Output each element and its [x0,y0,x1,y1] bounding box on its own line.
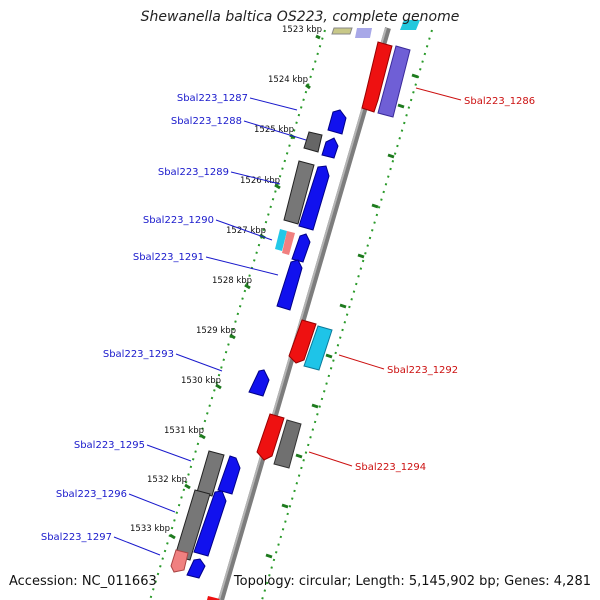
gene-sbal223-1291-feature [291,233,311,263]
scale-label: 1524 kbp [268,75,308,85]
gene-sbal223-1288-feature [303,131,323,153]
gene-label-sbal223-1287[interactable]: Sbal223_1287 [177,93,248,104]
gene-sbal223-1296b-feature [193,490,227,557]
gene-feature-top [355,28,372,38]
gene-label-sbal223-1292[interactable]: Sbal223_1292 [387,365,458,376]
gene-sbal223-1294b-feature [273,419,302,469]
gene-sbal223-1286b-feature [377,45,411,118]
gene-sbal223-1289-feature [283,160,315,225]
genome-title: Shewanella baltica OS223, complete genom… [140,9,460,25]
genome-backbone [218,27,391,600]
gene-sbal223-1294-feature [256,413,285,461]
gene-sbal223-1297-feature [170,549,189,573]
gene-sbal223-1290b-feature [282,231,295,255]
gene-sbal223-1291b-feature [276,259,303,311]
scale-label: 1529 kbp [196,326,236,336]
gene-sbal223-1295b-feature [217,455,241,495]
gene-label-sbal223-1290[interactable]: Sbal223_1290 [143,215,214,226]
scale-label: 1526 kbp [240,176,280,186]
gene-sbal223-1288b-feature [321,137,339,159]
gene-sbal223-1289b-feature [298,165,330,231]
scale-label: 1533 kbp [130,524,170,534]
gene-label-sbal223-1294[interactable]: Sbal223_1294 [355,462,426,473]
gene-feature-top [331,27,353,35]
gene-sbal223-1286-feature [361,41,393,113]
inner-dotted-line [149,29,326,600]
gene-label-sbal223-1296[interactable]: Sbal223_1296 [56,489,127,500]
gene-sbal223-1290-feature [275,229,287,251]
scale-label: 1523 kbp [282,25,322,35]
gene-label-sbal223-1293[interactable]: Sbal223_1293 [103,349,174,360]
gene-sbal223-1297b-feature [186,558,206,579]
scale-label: 1528 kbp [212,276,252,286]
outer-ticks [265,73,419,559]
accession-text: Accession: NC_011663 [9,574,157,589]
scale-label: 1532 kbp [147,475,187,485]
gene-sbal223-1292b-feature [303,325,333,371]
gene-label-sbal223-1288[interactable]: Sbal223_1288 [171,116,242,127]
gene-label-sbal223-1297[interactable]: Sbal223_1297 [41,532,112,543]
gene-label-sbal223-1286[interactable]: Sbal223_1286 [464,96,535,107]
scale-label: 1531 kbp [164,426,204,436]
scale-label: 1530 kbp [181,376,221,386]
gene-sbal223-1295-feature [196,450,225,497]
genome-summary: Topology: circular; Length: 5,145,902 bp… [233,574,591,589]
gene-label-sbal223-1289[interactable]: Sbal223_1289 [158,167,229,178]
gene-sbal223-1287-feature [327,109,347,135]
gene-sbal223-1296-feature [174,489,211,561]
gene-sbal223-1292-feature [288,319,317,364]
gene-feature-bottom [207,596,220,600]
gene-feature-top [400,20,420,30]
gene-label-sbal223-1295[interactable]: Sbal223_1295 [74,440,145,451]
gene-sbal223-1293-feature [248,369,270,397]
inner-ticks [169,34,321,540]
outer-dotted-line [261,29,433,600]
gene-label-sbal223-1291[interactable]: Sbal223_1291 [133,252,204,263]
